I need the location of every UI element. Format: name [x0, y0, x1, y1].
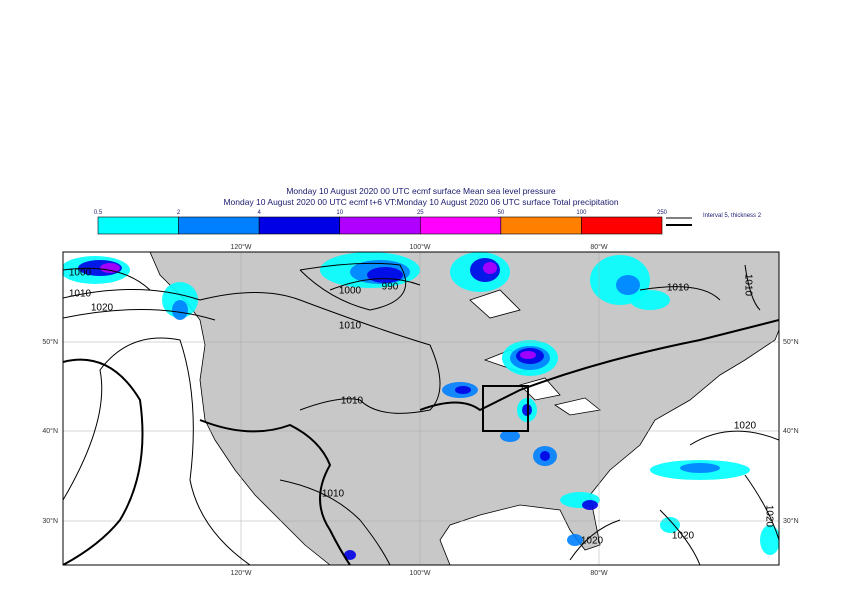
longitude-label: 80°W [590, 243, 608, 251]
longitude-label: 120°W [230, 243, 251, 251]
isobar-label: 1010 [69, 289, 92, 300]
precip-area [616, 275, 640, 295]
colorbar-swatch [258, 216, 341, 235]
colorbar-label: 25 [417, 210, 424, 216]
latitude-label: 30°N [42, 517, 58, 525]
isobar-label: 1000 [339, 286, 362, 297]
subtitle: Monday 10 August 2020 00 UTC ecmf t+6 VT… [223, 197, 618, 207]
colorbar-label: 4 [257, 210, 261, 216]
precip-area [567, 534, 583, 546]
highlight-box [482, 385, 529, 432]
latitude-label: 50°N [783, 338, 799, 346]
isobar-label: 1020 [672, 531, 695, 542]
isobar-label: 1010 [742, 274, 753, 297]
isobar-label: 1000 [69, 268, 92, 279]
latitude-label: 30°N [783, 517, 799, 525]
precip-area [630, 290, 670, 310]
longitude-label: 100°W [409, 569, 430, 577]
latitude-label: 40°N [783, 427, 799, 435]
colorbar-label: 2 [177, 210, 181, 216]
contour-legend: Interval 5, thickness 2 [703, 213, 762, 219]
isobars [63, 262, 779, 565]
precip-area [500, 430, 520, 442]
longitude-label: 120°W [230, 569, 251, 577]
precip-area [455, 386, 471, 394]
map: 1000 1010 1020 1000 990 1010 1010 1010 1010 1010 1… [63, 252, 779, 565]
latitude-label: 40°N [42, 427, 58, 435]
precip-area [483, 262, 497, 274]
colorbar-swatch [339, 216, 421, 235]
title: Monday 10 August 2020 00 UTC ecmf surfac… [286, 186, 556, 196]
isobar-label: 1010 [339, 321, 362, 332]
precip-area [344, 550, 356, 560]
colorbar-swatch [500, 216, 582, 235]
precip-area [680, 463, 720, 473]
isobar-label: 1010 [341, 396, 364, 407]
colorbar-swatch [581, 216, 663, 235]
precip-area [760, 525, 779, 555]
isobar-label: 1020 [734, 421, 757, 432]
map-frame [62, 251, 780, 566]
isobar-label: 990 [382, 282, 399, 293]
colorbar-label: 250 [657, 210, 668, 216]
latitude-label: 50°N [42, 338, 58, 346]
isobar-label: 1010 [667, 283, 690, 294]
longitude-label: 100°W [409, 243, 430, 251]
precip-area [540, 451, 550, 461]
precip-area [582, 500, 598, 510]
precip-area [172, 300, 188, 320]
land [63, 252, 779, 565]
precip-area [100, 263, 120, 273]
colorbar-label: 50 [498, 210, 505, 216]
colorbar-label: 10 [336, 210, 343, 216]
colorbar-label: 0.5 [94, 210, 103, 216]
colorbar-label: 100 [576, 210, 587, 216]
isobar-label: 1020 [763, 505, 774, 528]
isobar-label: 1010 [322, 489, 345, 500]
precip-area [520, 351, 536, 359]
isobar-label: 1020 [91, 303, 114, 314]
longitude-label: 80°W [590, 569, 608, 577]
colorbar-swatch [178, 216, 260, 235]
colorbar-swatch [419, 216, 502, 235]
colorbar-swatch [97, 216, 179, 235]
colorbar: 0.5 2 4 10 25 50 100 250 [94, 210, 668, 235]
precip-area [367, 267, 403, 283]
isobar-label: 1020 [581, 536, 604, 547]
